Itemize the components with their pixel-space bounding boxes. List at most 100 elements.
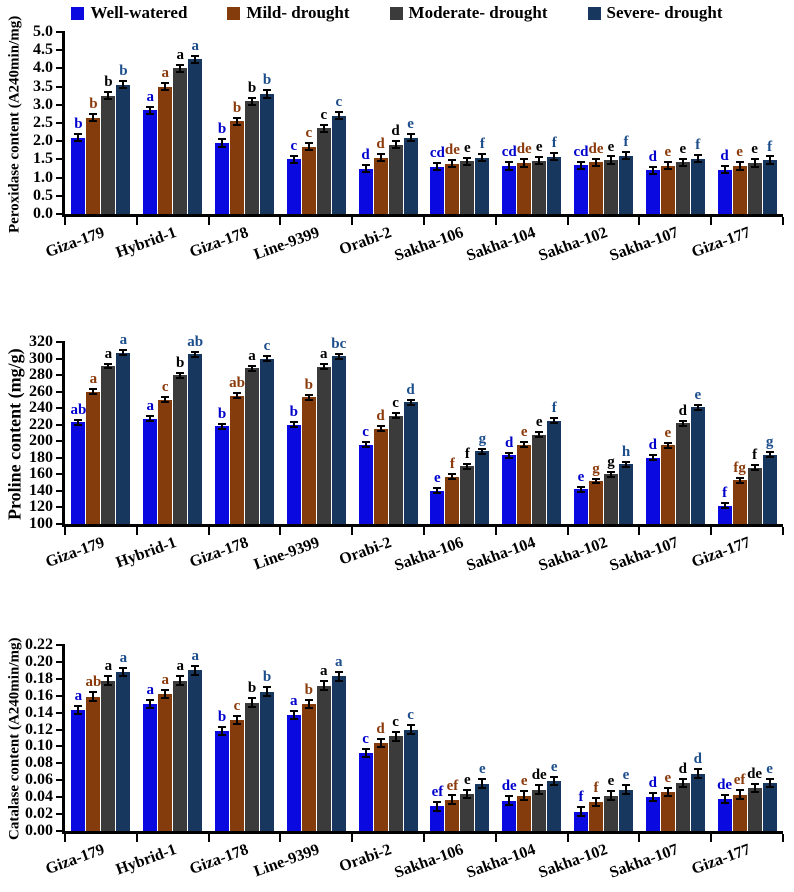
bar bbox=[188, 670, 203, 831]
error-bar bbox=[466, 157, 469, 165]
error-bar-cap bbox=[191, 350, 200, 353]
bar bbox=[260, 358, 274, 524]
significance-letter: e bbox=[664, 424, 672, 441]
bar bbox=[215, 143, 229, 214]
error-bar-cap bbox=[648, 165, 657, 168]
y-tick-label: 3.5 bbox=[33, 77, 53, 95]
error-bar-cap bbox=[622, 784, 630, 787]
error-bar bbox=[194, 55, 197, 63]
error-bar-cap bbox=[648, 791, 657, 794]
error-bar-cap bbox=[319, 368, 328, 371]
y-tick-label: 4.0 bbox=[33, 59, 53, 77]
error-bar-cap bbox=[176, 376, 185, 379]
significance-letter: d bbox=[376, 720, 385, 737]
significance-letter: a bbox=[146, 681, 154, 698]
error-bar-cap bbox=[176, 371, 185, 374]
error-bar bbox=[538, 785, 541, 794]
x-tick-mark bbox=[423, 834, 425, 842]
significance-letter: b bbox=[74, 115, 83, 132]
bar bbox=[158, 86, 173, 214]
significance-letter: e bbox=[577, 468, 585, 485]
error-bar-cap bbox=[334, 352, 343, 355]
significance-letter: f bbox=[767, 138, 773, 155]
significance-letter: e bbox=[664, 769, 672, 786]
y-tick-label: 5.0 bbox=[33, 23, 53, 40]
error-bar bbox=[337, 112, 340, 120]
error-bar-cap bbox=[720, 793, 729, 796]
error-bar-cap bbox=[750, 469, 759, 472]
bar bbox=[158, 694, 173, 831]
error-bar bbox=[337, 353, 340, 359]
error-bar-cap bbox=[146, 420, 155, 423]
significance-letter: b bbox=[217, 121, 227, 138]
error-bar-cap bbox=[74, 418, 83, 421]
significance-letter: c bbox=[392, 714, 399, 731]
error-bar-cap bbox=[391, 140, 400, 143]
error-bar-cap bbox=[592, 482, 600, 485]
error-bar-cap bbox=[735, 161, 744, 164]
legend: Well-watered Mild- drought Moderate- droug… bbox=[0, 3, 794, 23]
error-bar bbox=[595, 478, 597, 484]
bar bbox=[717, 798, 732, 831]
bar bbox=[732, 165, 747, 214]
bar bbox=[245, 101, 259, 214]
bar bbox=[403, 402, 418, 524]
error-bar-cap bbox=[304, 698, 313, 701]
bar bbox=[690, 773, 705, 831]
error-bar bbox=[409, 399, 412, 405]
error-bar-cap bbox=[304, 149, 313, 152]
error-bar-cap bbox=[104, 675, 113, 678]
error-bar-cap bbox=[104, 683, 113, 686]
error-bar-cap bbox=[520, 165, 529, 168]
error-bar-cap bbox=[765, 155, 774, 158]
significance-letter: b bbox=[217, 709, 227, 726]
x-tick-mark bbox=[566, 834, 569, 842]
error-bar-cap bbox=[448, 473, 457, 476]
significance-letter: b bbox=[262, 72, 272, 89]
significance-letter: c bbox=[290, 137, 298, 154]
bar bbox=[732, 794, 747, 831]
error-bar bbox=[610, 471, 612, 477]
error-bar-cap bbox=[520, 441, 529, 444]
y-tick-mark bbox=[56, 745, 65, 748]
error-bar-cap bbox=[248, 96, 256, 99]
error-bar-cap bbox=[263, 686, 271, 689]
error-bar bbox=[292, 422, 295, 428]
significance-letter: c bbox=[362, 731, 369, 747]
bar bbox=[403, 729, 418, 831]
bar bbox=[101, 95, 116, 214]
x-tick-mark bbox=[351, 217, 354, 225]
error-bar bbox=[723, 794, 726, 804]
error-bar-cap bbox=[577, 490, 585, 493]
error-bar-cap bbox=[263, 355, 271, 358]
error-bar bbox=[164, 689, 167, 699]
y-tick-mark bbox=[56, 694, 65, 697]
bar bbox=[762, 782, 777, 831]
significance-letter: f bbox=[578, 789, 584, 806]
bar bbox=[717, 505, 732, 524]
error-bar-cap bbox=[622, 158, 630, 161]
error-bar bbox=[221, 727, 223, 736]
error-bar-cap bbox=[750, 464, 759, 467]
error-bar-cap bbox=[607, 798, 615, 801]
error-bar-cap bbox=[478, 447, 487, 450]
error-bar bbox=[179, 64, 182, 73]
error-bar bbox=[595, 158, 597, 166]
error-bar-cap bbox=[678, 786, 687, 789]
error-bar-cap bbox=[319, 688, 328, 691]
x-tick-mark bbox=[494, 217, 497, 225]
error-bar bbox=[322, 681, 325, 690]
y-tick-mark bbox=[56, 176, 65, 179]
significance-letter: c bbox=[161, 379, 169, 396]
bar bbox=[445, 476, 460, 524]
bar bbox=[645, 797, 660, 831]
error-bar-cap bbox=[248, 103, 256, 106]
error-bar-cap bbox=[104, 91, 113, 94]
significance-letter: g bbox=[607, 453, 615, 470]
y-tick-mark bbox=[56, 728, 65, 731]
y-tick-label: 240 bbox=[29, 399, 53, 417]
bar bbox=[316, 128, 331, 214]
error-bar bbox=[580, 161, 582, 169]
significance-letter: a bbox=[320, 663, 328, 680]
